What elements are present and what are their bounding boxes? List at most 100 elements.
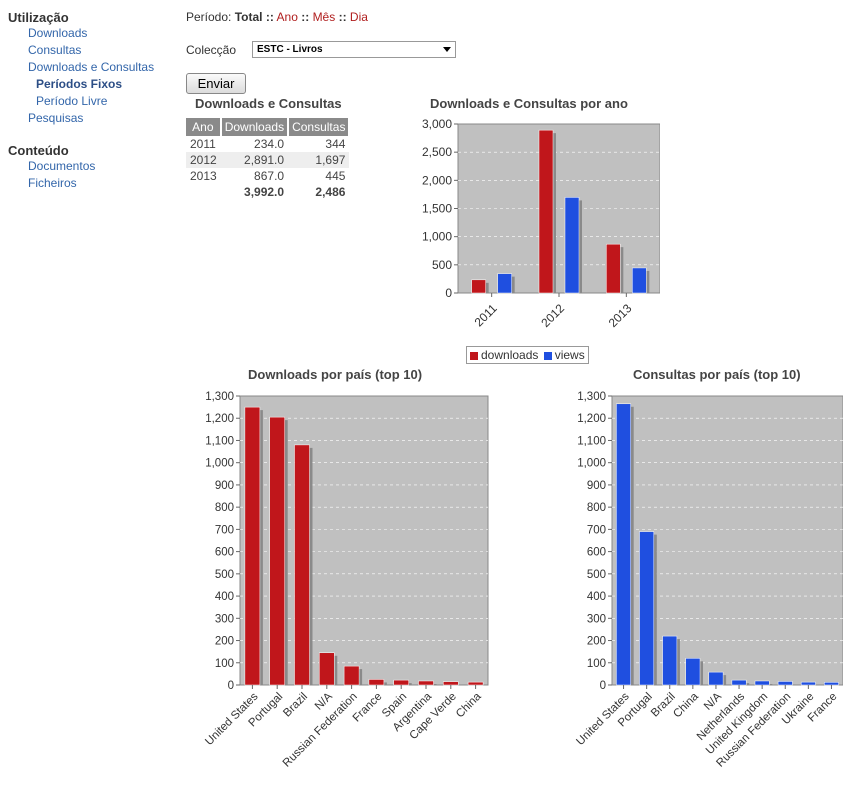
- y-tick-label: 1,500: [422, 202, 452, 216]
- sidebar-item-consultas[interactable]: Consultas: [28, 43, 82, 57]
- sidebar-item-pesquisas[interactable]: Pesquisas: [28, 111, 84, 125]
- bar: [731, 679, 747, 686]
- chart-title-views-country: Consultas por país (top 10): [633, 367, 801, 382]
- y-tick-label: 0: [228, 680, 234, 692]
- bar: [538, 129, 554, 294]
- bar: [685, 658, 701, 686]
- y-tick-label: 600: [587, 547, 606, 559]
- y-tick-label: 500: [432, 258, 452, 272]
- bar: [471, 279, 486, 294]
- table-cell: 2012: [186, 152, 221, 168]
- table-cell: [186, 184, 221, 200]
- bar: [616, 403, 631, 686]
- y-tick-label: 1,100: [205, 435, 234, 447]
- y-tick-label: 100: [215, 658, 234, 670]
- period-link-ano[interactable]: Ano: [276, 10, 298, 24]
- sidebar-item-documentos[interactable]: Documentos: [28, 159, 96, 173]
- bar: [754, 680, 770, 686]
- table-cell: 2,486: [315, 185, 346, 199]
- sidebar-heading-utilizacao: Utilização: [8, 10, 69, 25]
- chevron-down-icon: [443, 47, 451, 52]
- table-cell: 344: [325, 137, 346, 151]
- y-tick-label: 500: [215, 569, 234, 581]
- table-total-row: 3,992.0 2,486: [186, 184, 349, 200]
- period-separator: ::: [301, 10, 310, 24]
- bar: [777, 681, 793, 686]
- bar: [800, 681, 816, 686]
- y-tick-label: 1,000: [422, 230, 452, 244]
- bar: [294, 444, 310, 686]
- legend-label-downloads: downloads: [481, 348, 539, 362]
- y-tick-label: 0: [445, 286, 452, 300]
- period-current: Total: [234, 10, 263, 24]
- sidebar-item-periodo-livre[interactable]: Período Livre: [36, 94, 108, 108]
- table-header-row: Ano Downloads Consultas: [186, 118, 351, 136]
- table-row: 2013 867.0 445: [186, 168, 349, 184]
- bar: [443, 681, 459, 686]
- table-cell: 3,992.0: [244, 185, 285, 199]
- bar: [708, 671, 724, 686]
- x-tick-label: 2013: [606, 301, 635, 330]
- period-label: Período:: [186, 10, 232, 24]
- period-link-mes[interactable]: Mês: [312, 10, 336, 24]
- x-tick-label: 2012: [538, 301, 567, 330]
- bar: [368, 679, 385, 686]
- bar: [269, 416, 285, 686]
- period-link-dia[interactable]: Dia: [349, 10, 368, 24]
- table-cell: 445: [325, 169, 346, 183]
- y-tick-label: 1,200: [205, 413, 234, 425]
- period-selector: Período: Total :: Ano :: Mês :: Dia: [186, 10, 368, 24]
- y-tick-label: 400: [587, 591, 606, 603]
- bar: [418, 680, 434, 686]
- bar: [319, 652, 335, 686]
- bar: [497, 273, 512, 294]
- table-header: Consultas: [288, 118, 351, 136]
- table-header: Ano: [186, 118, 222, 136]
- table-cell: 867.0: [254, 169, 285, 183]
- y-tick-label: 700: [587, 524, 606, 536]
- downloads-country-bar-chart: 0 100 200 300 400 500 600 700 800 900 1,000 1,100 1,…: [203, 391, 489, 770]
- bar: [824, 682, 839, 686]
- y-tick-label: 600: [215, 547, 234, 559]
- table-cell: 2011: [190, 137, 216, 151]
- bar: [467, 681, 484, 686]
- legend-swatch-views: [543, 351, 552, 360]
- sidebar-item-downloads-e-consultas[interactable]: Downloads e Consultas: [28, 60, 155, 74]
- y-tick-label: 3,000: [422, 117, 452, 131]
- sidebar-item-ficheiros[interactable]: Ficheiros: [28, 176, 77, 190]
- chart-title-yearly: Downloads e Consultas por ano: [430, 96, 628, 111]
- y-tick-label: 2,500: [422, 145, 452, 159]
- y-tick-label: 1,000: [205, 458, 234, 470]
- y-tick-label: 800: [215, 502, 234, 514]
- y-tick-label: 400: [215, 591, 234, 603]
- y-tick-label: 2,000: [422, 173, 452, 187]
- table-header: Downloads: [220, 118, 290, 136]
- bar: [564, 197, 580, 294]
- y-tick-label: 700: [215, 524, 234, 536]
- y-tick-label: 900: [215, 480, 234, 492]
- bar: [393, 679, 409, 686]
- table-cell: 1,697: [288, 152, 350, 168]
- y-tick-label: 1,000: [577, 458, 606, 470]
- sidebar: Utilização Downloads Consultas Downloads…: [8, 10, 178, 192]
- collection-select-value: ESTC - Livros: [257, 44, 323, 55]
- y-tick-label: 200: [215, 636, 234, 648]
- summary-table-title: Downloads e Consultas: [195, 96, 342, 111]
- collection-label: Colecção: [186, 43, 237, 57]
- yearly-bar-chart: 0 500 1,000 1,500 2,000 2,500 3,000 2011 2012 201…: [422, 117, 660, 330]
- chart-title-downloads-country: Downloads por país (top 10): [248, 367, 423, 382]
- sidebar-item-periodos-fixos[interactable]: Períodos Fixos: [36, 77, 123, 91]
- y-tick-label: 1,200: [577, 413, 606, 425]
- x-tick-label: Brazil: [281, 691, 310, 720]
- sidebar-heading-conteudo: Conteúdo: [8, 143, 69, 158]
- y-tick-label: 300: [215, 613, 234, 625]
- y-tick-label: 900: [587, 480, 606, 492]
- y-tick-label: 1,300: [577, 391, 606, 403]
- x-tick-label: China: [671, 690, 701, 720]
- x-tick-label: China: [454, 690, 484, 720]
- y-tick-label: 1,300: [205, 391, 234, 403]
- collection-select[interactable]: ESTC - Livros: [252, 41, 456, 58]
- submit-button[interactable]: Enviar: [186, 73, 246, 94]
- sidebar-item-downloads[interactable]: Downloads: [28, 26, 88, 40]
- table-row: 2011 234.0 344: [186, 136, 349, 152]
